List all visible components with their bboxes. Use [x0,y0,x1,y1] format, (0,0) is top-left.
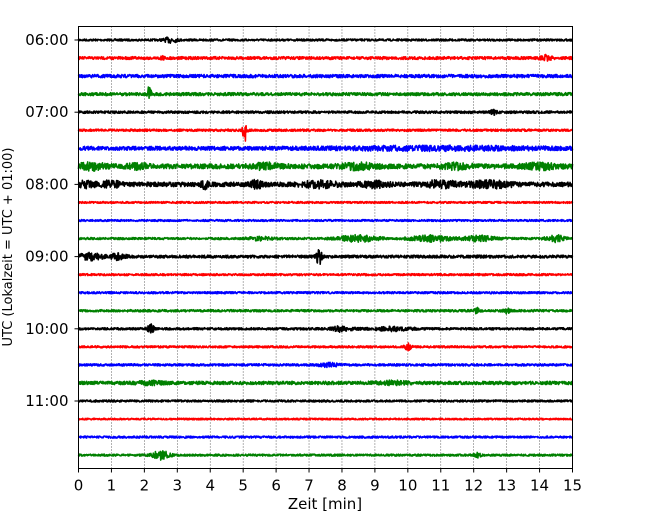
y-tick-label-0600: 06:00 [25,31,68,49]
trace-1145 [77,450,574,461]
trace-0615 [77,53,574,62]
trace-1000 [77,323,573,334]
y-tick-label-0800: 08:00 [25,175,68,193]
trace-0730 [77,144,574,153]
trace-0630 [77,73,574,79]
y-tick-label-0700: 07:00 [25,103,68,121]
x-tick-label-3: 3 [173,477,183,495]
trace-0715 [77,124,574,142]
trace-1115 [77,417,574,421]
trace-0700 [77,108,574,116]
x-tick-label-6: 6 [271,477,281,495]
x-tick-label-9: 9 [370,477,380,495]
x-tick-label-10: 10 [398,477,417,495]
y-tick-label-0900: 09:00 [25,248,68,266]
x-tick-label-8: 8 [337,477,347,495]
y-axis-ticks: 06:00 07:00 08:00 09:00 10:00 11:00 [25,31,79,410]
trace-0645 [77,86,573,100]
trace-0815 [77,200,574,205]
x-tick-label-12: 12 [464,477,483,495]
x-tick-label-15: 15 [563,477,582,495]
trace-1030 [77,361,573,369]
trace-1130 [77,435,574,439]
x-axis-label: Zeit [min] [288,495,362,513]
x-tick-label-1: 1 [107,477,117,495]
trace-0945 [77,306,574,315]
trace-0845 [78,233,574,244]
plot-background [78,26,573,469]
y-axis-label: UTC (Lokalzeit = UTC + 01:00) [1,148,16,347]
y-tick-label-1100: 11:00 [25,392,68,410]
x-tick-label-11: 11 [431,477,450,495]
trace-1045 [78,379,573,387]
trace-1100 [77,399,574,403]
x-tick-label-7: 7 [304,477,314,495]
trace-0830 [77,218,574,223]
plot-frame [78,26,573,469]
trace-0900 [77,248,574,266]
trace-1015 [77,342,573,352]
x-tick-label-13: 13 [497,477,516,495]
y-tick-label-1000: 10:00 [25,320,68,338]
x-axis-ticks: 0 1 2 3 4 5 6 7 8 9 10 11 12 13 14 15 [74,468,582,495]
x-tick-label-5: 5 [238,477,248,495]
trace-0930 [77,290,573,295]
x-tick-label-0: 0 [74,477,84,495]
x-tick-label-2: 2 [140,477,150,495]
x-tick-label-4: 4 [205,477,215,495]
trace-0600 [77,36,573,45]
trace-0800 [77,178,573,191]
seismogram-traces [77,36,574,461]
trace-0745 [77,161,574,172]
x-tick-label-14: 14 [530,477,549,495]
trace-0915 [77,272,573,277]
